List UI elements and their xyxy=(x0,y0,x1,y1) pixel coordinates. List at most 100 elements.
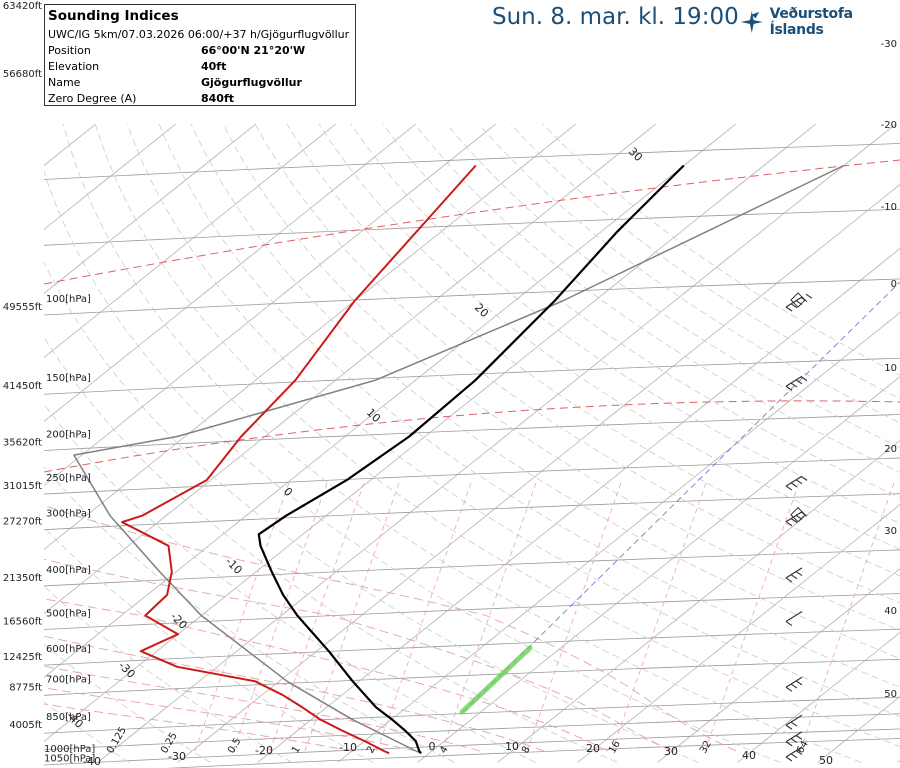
bottom-temp-label: -10 xyxy=(339,741,357,754)
mixing-ratio-line xyxy=(232,479,329,752)
altitude-label-500: 16560ft xyxy=(3,617,42,628)
altitude-label-400: 21350ft xyxy=(3,573,42,584)
wind-barb-shaft xyxy=(785,375,803,387)
info-subtitle: UWC/IG 5km/07.03.2026 06:00/+37 h/Gjögur… xyxy=(48,28,350,41)
dry-adiabat xyxy=(478,123,900,424)
tropopause-marker-icon xyxy=(790,506,806,523)
isotherm-line xyxy=(44,123,496,486)
grid-layer xyxy=(44,123,900,768)
right-temp-label: -20 xyxy=(881,120,897,131)
isobar-line xyxy=(44,493,900,531)
wind-barb-shaft xyxy=(785,296,803,308)
wind-barb xyxy=(785,731,803,747)
altitude-label-600: 12425ft xyxy=(3,652,42,663)
pressure-label-1000: 1000[hPa] xyxy=(44,744,95,755)
isotherm-inline-label: -10 xyxy=(223,555,245,577)
right-temp-label: 30 xyxy=(884,526,897,537)
dry-adiabat xyxy=(94,124,900,747)
bottom-temp-label: 0 xyxy=(429,740,436,753)
mixing-ratio-label: 32 xyxy=(698,739,714,756)
info-row-elevation: Elevation 40ft xyxy=(48,60,226,73)
bottom-temp-label: 30 xyxy=(664,745,678,758)
wind-barb xyxy=(785,293,813,312)
dry-adiabat xyxy=(44,170,781,763)
wind-barb-feather xyxy=(785,686,793,692)
wind-barb-feather xyxy=(790,303,798,309)
wind-barb-shaft xyxy=(785,731,803,743)
wind-barb-feather xyxy=(805,293,813,299)
mixing-ratio-line xyxy=(269,479,366,752)
wind-barb xyxy=(785,511,808,527)
isobar-line xyxy=(44,593,900,630)
info-label: Position xyxy=(48,44,91,57)
mixing-ratio-label: 2 xyxy=(365,744,378,755)
isobar-line xyxy=(44,208,900,246)
moist-adiabat xyxy=(44,703,353,752)
dry-adiabat xyxy=(382,123,900,499)
isotherm-inline-label: 30 xyxy=(626,145,645,164)
info-label: Name xyxy=(48,76,81,89)
mixing-ratio-line xyxy=(611,479,708,752)
info-label: Zero Degree (A) xyxy=(48,92,137,105)
right-temp-label: 40 xyxy=(884,606,897,617)
bottom-temp-label: -40 xyxy=(83,755,101,768)
isotherm-line xyxy=(257,248,900,763)
info-title: Sounding Indices xyxy=(48,8,179,24)
wetbulb-segment xyxy=(459,645,533,715)
info-value: 66°00'N 21°20'W xyxy=(201,44,306,57)
lcl-guide-line xyxy=(462,281,900,713)
altitude-label-top: 63420ft xyxy=(3,1,42,12)
bottom-temp-label: 50 xyxy=(819,754,833,767)
isotherm-line xyxy=(44,123,576,550)
isotherm-line xyxy=(44,123,256,294)
altitude-label-250: 31015ft xyxy=(3,481,42,492)
isobar-line xyxy=(166,738,900,768)
isotherm-line xyxy=(417,376,900,763)
wind-barb-feather xyxy=(790,574,798,580)
wind-barb-feather xyxy=(795,571,803,576)
altitude-label-150: 41450ft xyxy=(3,381,42,392)
dry-adiabat xyxy=(44,466,455,763)
isotherm-line xyxy=(97,123,896,763)
wind-barb-feather xyxy=(795,734,803,740)
dry-adiabat xyxy=(254,124,900,604)
moist-adiabat xyxy=(44,504,737,752)
pressure-label-500: 500[hPa] xyxy=(46,609,91,620)
altitude-label-700: 8775ft xyxy=(9,682,42,693)
reference-dashed-curve xyxy=(44,159,900,285)
right-temp-label: 50 xyxy=(884,689,897,700)
tropopause-marker-icon xyxy=(790,292,806,308)
isotherm-line xyxy=(577,504,900,763)
isotherm-inline-label: 0 xyxy=(281,485,295,499)
wind-barb-feather xyxy=(795,479,803,485)
altitude-label-top: 56680ft xyxy=(3,69,42,80)
wind-barb-shaft xyxy=(785,676,803,688)
pressure-label-250: 250[hPa] xyxy=(46,473,91,484)
right-temp-label: 0 xyxy=(891,279,897,290)
wind-barb xyxy=(785,714,803,730)
pressure-label-700: 700[hPa] xyxy=(46,674,91,685)
isobar-line xyxy=(44,696,900,734)
pressure-label-300: 300[hPa] xyxy=(46,509,91,520)
isotherm-line xyxy=(657,568,900,763)
altitude-label-200: 35620ft xyxy=(3,437,42,448)
pressure-label-400: 400[hPa] xyxy=(46,565,91,576)
moist-adiabat xyxy=(44,635,545,752)
isobar-line xyxy=(44,457,900,495)
forecast-time-title: Sun. 8. mar. kl. 19:00 xyxy=(492,4,739,30)
isobar-line xyxy=(44,713,900,751)
bottom-temp-label: 10 xyxy=(505,740,519,753)
isotherm-line xyxy=(44,123,656,614)
isobar-line xyxy=(44,143,900,180)
mixing-ratio-label: 0.5 xyxy=(226,736,243,755)
bottom-temp-label: 20 xyxy=(586,742,600,755)
dry-adiabat xyxy=(44,261,699,763)
isobar-line xyxy=(44,357,900,395)
moist-adiabat xyxy=(44,558,673,752)
bottom-temp-label: 40 xyxy=(742,749,756,762)
wind-barb xyxy=(785,611,803,626)
altitude-label-850: 4005ft xyxy=(9,720,42,731)
wind-barb-feather xyxy=(790,721,798,727)
wind-barb-shaft xyxy=(785,567,803,579)
dry-adiabat xyxy=(510,123,900,400)
